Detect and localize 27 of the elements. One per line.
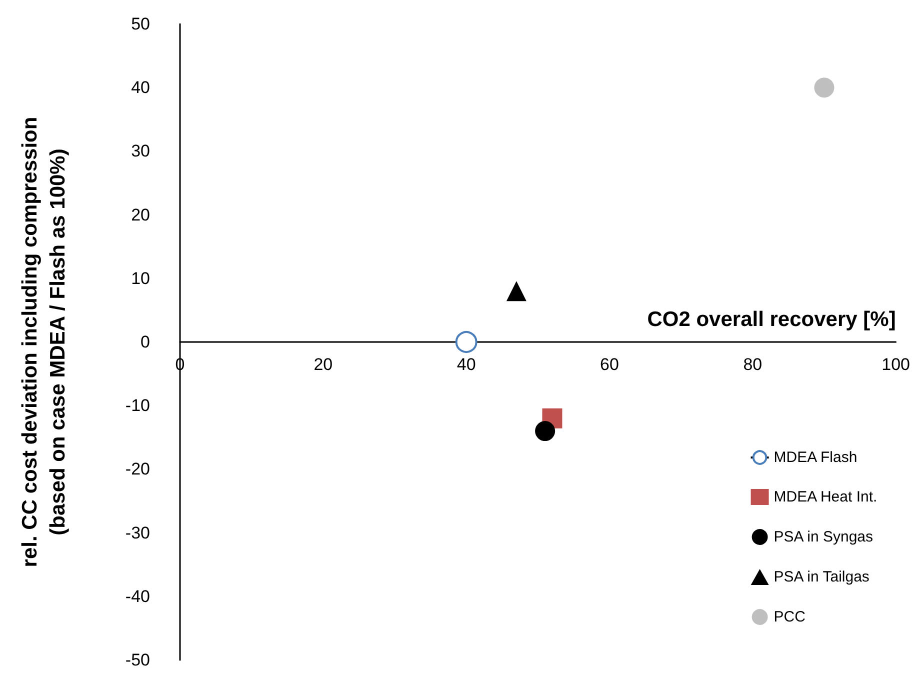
x-tick-label: 20 xyxy=(314,355,333,374)
y-tick-label: 20 xyxy=(131,205,150,224)
legend-label: PCC xyxy=(774,608,806,626)
y-tick-label: 50 xyxy=(131,14,150,34)
y-tick-label: -50 xyxy=(125,650,150,670)
y-tick-label: -40 xyxy=(125,586,150,606)
y-tick-label: 30 xyxy=(131,142,150,161)
x-tick-label: 60 xyxy=(600,355,619,374)
legend-label: PSA in Tailgas xyxy=(774,568,870,586)
y-tick-label: -30 xyxy=(125,523,150,542)
y-tick-label: -20 xyxy=(125,460,150,479)
y-tick-label: -10 xyxy=(125,396,150,416)
y-tick-label: 0 xyxy=(140,332,150,352)
point xyxy=(535,421,556,442)
x-tick-label: 40 xyxy=(456,355,476,374)
x-tick-label: 80 xyxy=(743,355,762,374)
y-axis-title: rel. CC cost deviation including compression (based on case MDEA / Flash as 100%) xyxy=(18,116,70,568)
x-tick-label: 100 xyxy=(882,355,910,374)
x-axis-title: CO2 overall recovery [%] xyxy=(647,308,896,331)
y-tick-label: 10 xyxy=(131,268,150,288)
y-tick-label: 40 xyxy=(131,78,150,98)
legend-label: MDEA Flash xyxy=(774,449,858,466)
point xyxy=(506,281,526,302)
legend-label: MDEA Heat Int. xyxy=(774,488,878,506)
point xyxy=(814,78,834,98)
point xyxy=(455,331,478,353)
legend-label: PSA in Syngas xyxy=(774,528,874,546)
